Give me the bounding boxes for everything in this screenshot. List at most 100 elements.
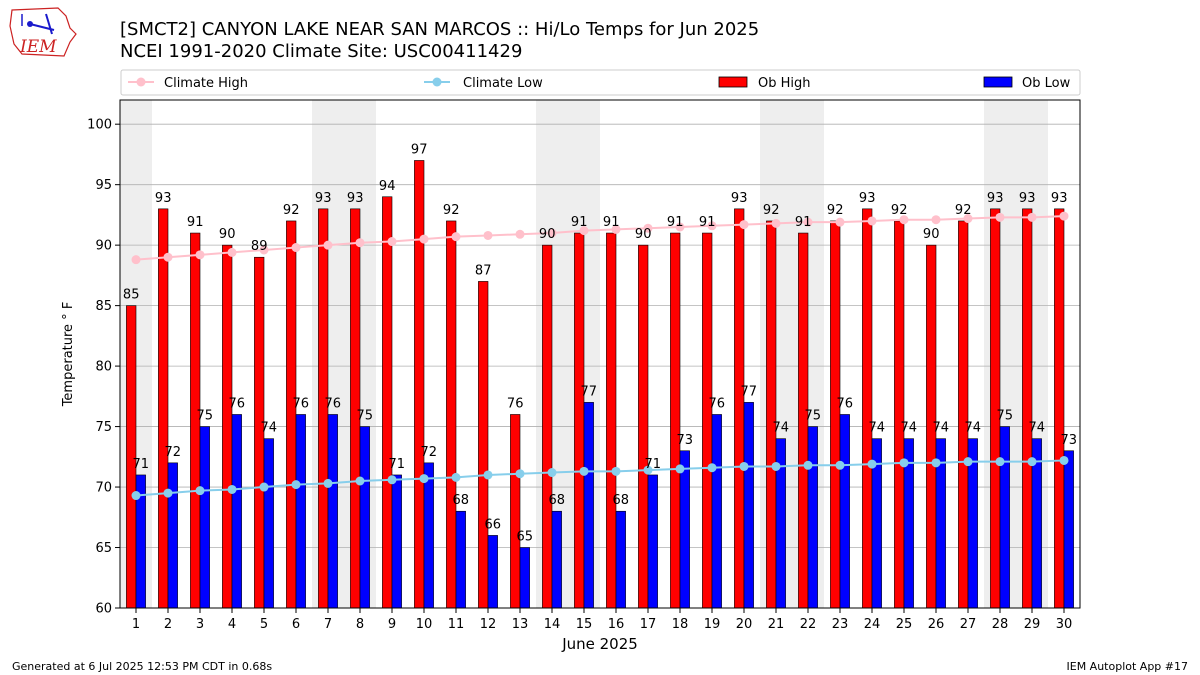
- label-ob-low-14: 68: [549, 493, 566, 508]
- climate-high-point-4: [227, 247, 237, 257]
- label-ob-high-2: 93: [155, 191, 172, 206]
- label-ob-high-26: 90: [923, 227, 940, 242]
- label-ob-high-23: 92: [827, 203, 844, 218]
- bar-ob-high-18: [670, 232, 681, 609]
- xtick-label-3: 3: [196, 617, 204, 632]
- climate-high-point-29: [1027, 212, 1037, 222]
- bar-ob-high-4: [222, 244, 233, 609]
- climate-high-point-20: [739, 220, 749, 230]
- climate-high-point-18: [675, 222, 685, 232]
- chart-title: [SMCT2] CANYON LAKE NEAR SAN MARCOS :: H…: [120, 19, 759, 40]
- climate-low-line: [135, 459, 1065, 497]
- climate-low-point-12: [483, 470, 493, 480]
- climate-high-point-28: [995, 212, 1005, 222]
- climate-high-line: [135, 215, 1065, 261]
- xtick-label-21: 21: [768, 617, 785, 632]
- bar-ob-high-2: [158, 208, 169, 609]
- ytick-label-60: 60: [95, 602, 112, 617]
- bar-ob-low-8: [359, 426, 370, 609]
- label-ob-high-16: 91: [603, 215, 620, 230]
- climate-low-point-15: [579, 466, 589, 476]
- legend-label-climate-low: Climate Low: [463, 76, 543, 91]
- legend: Climate High Climate Low Ob High Ob Low: [120, 69, 1081, 96]
- bar-ob-high-10: [414, 160, 425, 609]
- logo-text: IEM: [19, 37, 57, 57]
- label-ob-low-25: 74: [901, 421, 918, 436]
- xtick-label-11: 11: [448, 617, 465, 632]
- climate-high-point-15: [579, 226, 589, 236]
- ytick-label-65: 65: [95, 541, 112, 556]
- bar-ob-low-15: [583, 402, 594, 609]
- climate-low-point-25: [899, 458, 909, 468]
- label-ob-high-6: 92: [283, 203, 300, 218]
- bar-ob-low-28: [999, 426, 1010, 609]
- bar-ob-high-27: [958, 220, 969, 609]
- label-ob-low-29: 74: [1029, 421, 1046, 436]
- bar-ob-high-12: [478, 281, 489, 609]
- climate-low-point-21: [771, 461, 781, 471]
- label-ob-low-27: 74: [965, 421, 982, 436]
- y-axis-title: Temperature ° F: [61, 302, 76, 408]
- label-ob-low-3: 75: [197, 409, 214, 424]
- xtick-label-19: 19: [704, 617, 721, 632]
- climate-high-point-22: [803, 217, 813, 227]
- label-ob-high-19: 91: [699, 215, 716, 230]
- climate-high-point-21: [771, 218, 781, 228]
- label-ob-low-30: 73: [1061, 433, 1078, 448]
- bar-ob-high-11: [446, 220, 457, 609]
- bar-ob-low-4: [231, 414, 242, 609]
- ytick-label-90: 90: [95, 239, 112, 254]
- xtick-label-10: 10: [416, 617, 433, 632]
- climate-low-point-28: [995, 457, 1005, 467]
- climate-low-point-23: [835, 460, 845, 470]
- grid-lines: [120, 123, 1080, 548]
- climate-low-point-4: [227, 484, 237, 494]
- label-ob-low-8: 75: [357, 409, 374, 424]
- climate-high-point-23: [835, 217, 845, 227]
- xtick-label-5: 5: [260, 617, 268, 632]
- bar-ob-high-24: [862, 208, 873, 609]
- bar-ob-low-14: [551, 510, 562, 609]
- label-ob-high-13: 76: [507, 396, 524, 411]
- label-ob-low-15: 77: [581, 384, 598, 399]
- bar-ob-high-23: [830, 220, 841, 609]
- bar-ob-low-22: [807, 426, 818, 609]
- label-ob-low-26: 74: [933, 421, 950, 436]
- climate-high-point-6: [291, 243, 301, 253]
- label-ob-high-29: 93: [1019, 191, 1036, 206]
- climate-high-point-16: [611, 224, 621, 234]
- label-ob-low-6: 76: [293, 396, 310, 411]
- label-ob-high-12: 87: [475, 263, 492, 278]
- xtick-label-23: 23: [832, 617, 849, 632]
- xtick-label-17: 17: [640, 617, 657, 632]
- label-ob-high-20: 93: [731, 191, 748, 206]
- climate-low-point-20: [739, 461, 749, 471]
- climate-low-point-11: [451, 472, 461, 482]
- footer-generated: Generated at 6 Jul 2025 12:53 PM CDT in …: [12, 660, 272, 673]
- label-ob-low-21: 74: [773, 421, 790, 436]
- legend-item-ob-high: Ob High: [718, 76, 811, 91]
- xtick-label-28: 28: [992, 617, 1009, 632]
- climate-low-point-10: [419, 474, 429, 484]
- climate-high-point-27: [963, 214, 973, 224]
- xtick-label-12: 12: [480, 617, 497, 632]
- xtick-label-13: 13: [512, 617, 529, 632]
- climate-high-point-1: [131, 255, 141, 265]
- legend-item-climate-low: Climate Low: [424, 76, 543, 91]
- climate-low-point-29: [1027, 457, 1037, 467]
- iem-logo: IEM: [9, 7, 77, 57]
- label-ob-high-8: 93: [347, 191, 364, 206]
- climate-high-point-19: [707, 221, 717, 231]
- xtick-label-2: 2: [164, 617, 172, 632]
- climate-high-point-10: [419, 234, 429, 244]
- xtick-label-8: 8: [356, 617, 364, 632]
- bar-ob-low-23: [839, 414, 850, 609]
- bar-ob-high-15: [574, 232, 585, 609]
- x-axis-ticks: 1 2 3 4 5 6 7 8 9 10 11 12 13 14 15 16 17 18 19 20 21 22 23 24 2…: [132, 608, 1072, 632]
- label-ob-low-20: 77: [741, 384, 758, 399]
- label-ob-low-12: 66: [485, 517, 502, 532]
- ytick-label-75: 75: [95, 420, 112, 435]
- xtick-label-26: 26: [928, 617, 945, 632]
- bar-ob-high-14: [542, 244, 553, 609]
